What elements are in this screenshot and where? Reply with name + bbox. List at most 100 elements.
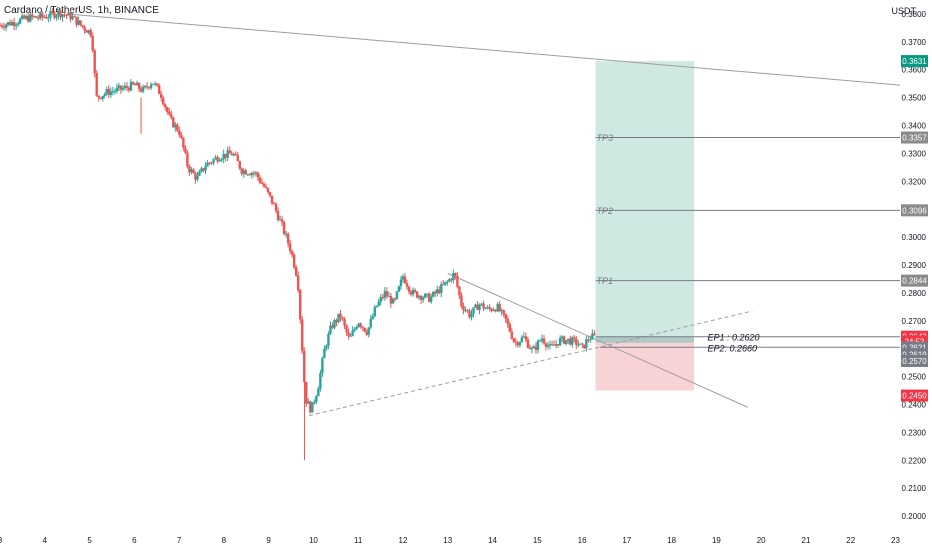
candle-body — [180, 134, 183, 138]
time-tick: 3 — [0, 536, 3, 545]
candle-body — [176, 124, 179, 131]
price-badge-text: 0.2621 — [902, 344, 927, 353]
candle-body — [59, 10, 62, 18]
candle-body — [37, 17, 40, 19]
candle-body — [43, 16, 46, 18]
time-tick: 20 — [757, 536, 766, 545]
candle-body — [77, 20, 80, 25]
candle-body — [562, 336, 566, 344]
candle-body — [216, 157, 219, 162]
candle-body — [67, 12, 70, 16]
price-badge-text: 0.2570 — [902, 357, 927, 366]
candle-body — [61, 14, 64, 18]
candle-body — [371, 316, 374, 320]
candle-body — [480, 303, 483, 305]
price-tick: 0.2200 — [902, 456, 927, 465]
candle-body — [252, 172, 256, 174]
candle-body — [188, 166, 191, 173]
time-tick: 5 — [87, 536, 92, 545]
candle-body — [492, 309, 495, 311]
candle-body — [474, 304, 477, 308]
candle-body — [286, 233, 290, 244]
candle-body — [248, 174, 252, 176]
candle-body — [53, 12, 56, 18]
candle-body — [234, 154, 237, 156]
candle-body — [159, 94, 163, 98]
candle-body — [292, 254, 296, 268]
candle-body — [250, 172, 254, 176]
candle-body — [147, 87, 151, 89]
trendline-3 — [308, 310, 753, 417]
candle-body — [411, 289, 415, 295]
candle-body — [164, 104, 167, 108]
time-tick: 6 — [132, 536, 137, 545]
time-tick: 12 — [399, 536, 408, 545]
candle-body — [22, 15, 26, 19]
candle-body — [103, 93, 106, 97]
candle-body — [0, 25, 4, 27]
price-badge — [901, 354, 928, 367]
currency-label: USDT — [891, 6, 917, 16]
price-tick: 0.2700 — [902, 317, 927, 326]
candle-body — [347, 332, 350, 337]
candle-body — [385, 291, 389, 296]
candle-body — [341, 317, 344, 320]
price-tick: 0.3700 — [902, 38, 927, 47]
candle-body — [573, 337, 576, 339]
candle-body — [423, 293, 427, 298]
candle-body — [141, 87, 145, 92]
candle-body — [317, 388, 320, 397]
candle-body — [73, 16, 76, 18]
candle-body — [137, 82, 141, 89]
candle-body — [268, 192, 272, 196]
candle-body — [564, 340, 568, 344]
candle-body — [325, 345, 328, 349]
candle-body — [369, 319, 372, 328]
candle-body — [228, 150, 231, 154]
candle-body — [194, 173, 197, 180]
candle-body — [127, 87, 131, 91]
candle-body — [75, 16, 78, 25]
candle-body — [222, 153, 225, 160]
trendline-2 — [447, 272, 748, 408]
price-tick: 0.2800 — [902, 289, 927, 298]
time-tick: 15 — [533, 536, 542, 545]
candle-body — [486, 307, 489, 309]
candle-body — [391, 298, 395, 304]
candle-body — [276, 210, 280, 220]
candle-body — [57, 10, 60, 16]
candle-body — [462, 306, 465, 311]
price-axis[interactable]: 0.3800 0.3700 0.3600 0.3500 0.3400 0.3300 0.32… — [902, 10, 927, 521]
price-badge — [901, 274, 928, 287]
candle-body — [413, 289, 417, 292]
candle-body — [4, 24, 8, 28]
candle-body — [115, 87, 119, 92]
candle-body — [560, 336, 564, 339]
candle-body — [35, 16, 38, 18]
time-tick: 23 — [891, 536, 900, 545]
candle-body — [6, 22, 10, 25]
price-tick: 0.3800 — [902, 10, 927, 19]
price-badge-text: 0.3096 — [902, 206, 927, 215]
candle-body — [290, 251, 294, 255]
candle-body — [504, 313, 507, 319]
candle-body — [41, 13, 44, 17]
candle-body — [220, 159, 223, 161]
candle-body — [206, 162, 209, 167]
candle-body — [337, 313, 340, 323]
time-tick: 13 — [443, 536, 452, 545]
candle-body — [421, 297, 425, 300]
candle-body — [309, 401, 312, 413]
time-tick: 11 — [354, 536, 363, 545]
candle-body — [2, 26, 6, 28]
candle-body — [331, 325, 334, 328]
time-axis[interactable]: 3 4 5 6 7 8 9 10 11 12 13 14 15 16 17 18 19 20 21 22 23 — [0, 536, 901, 545]
candle-body — [311, 402, 314, 413]
candle-body — [458, 286, 461, 296]
candle-body — [155, 83, 159, 86]
candle-body — [450, 279, 453, 281]
candle-body — [16, 23, 20, 25]
candle-body — [190, 169, 193, 173]
